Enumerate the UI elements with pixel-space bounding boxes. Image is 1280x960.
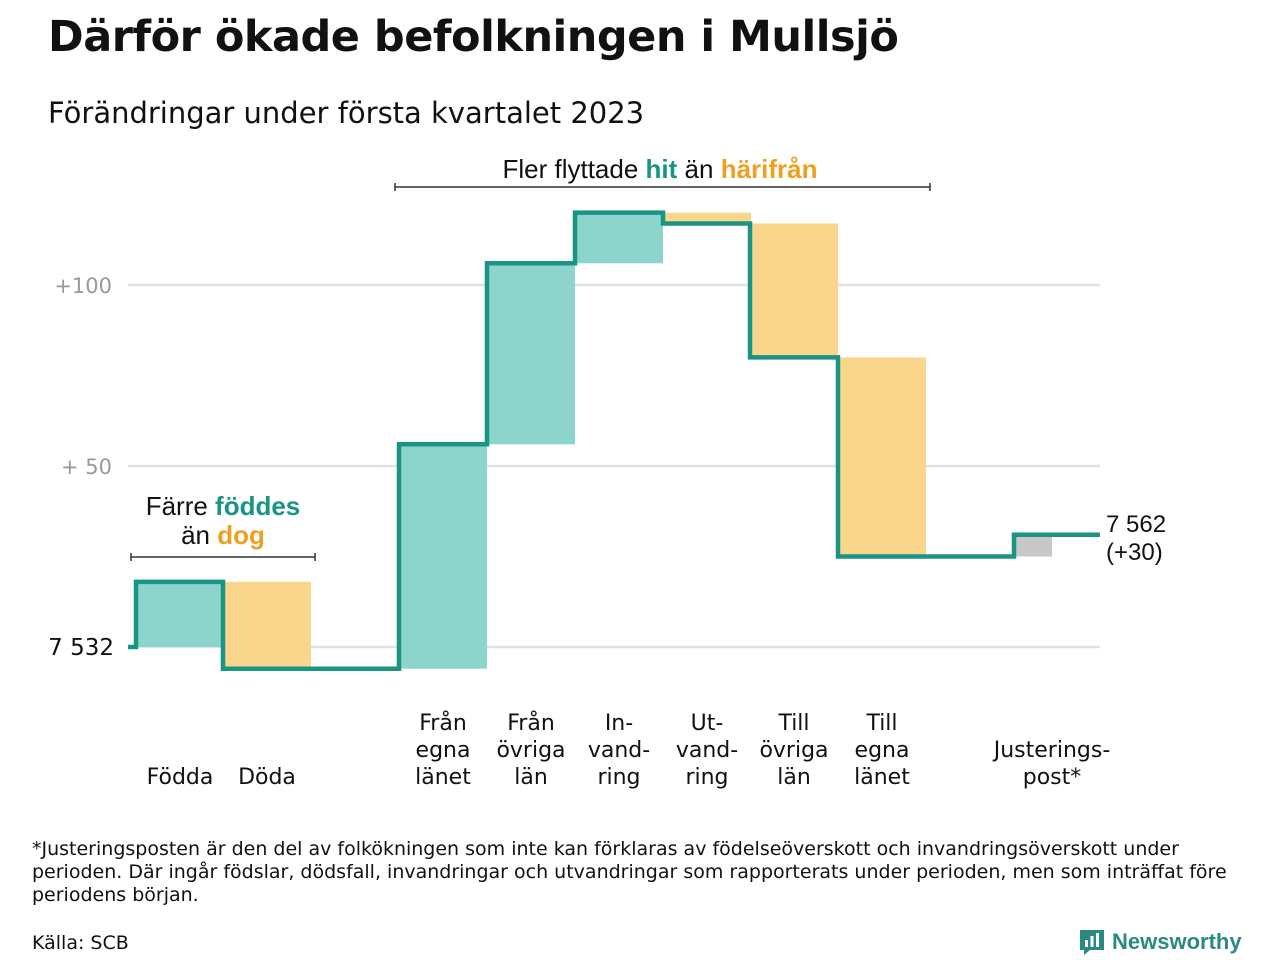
waterfall-bar	[223, 581, 311, 669]
category-label: Till	[865, 711, 897, 736]
waterfall-bar	[575, 212, 663, 264]
category-label: post*	[1023, 765, 1082, 790]
waterfall-bar	[136, 581, 224, 647]
end-value-label: 7 562	[1106, 511, 1166, 538]
category-label: Till	[777, 711, 809, 736]
annotation-births-line1: Färre föddes	[146, 491, 301, 521]
source: Källa: SCB	[32, 932, 129, 954]
category-label: ring	[685, 765, 728, 790]
waterfall-bar	[399, 444, 487, 669]
category-label: Från	[507, 710, 555, 736]
footnote: *Justeringsposten är den del av folkökni…	[32, 838, 1227, 906]
category-label: län	[777, 765, 811, 790]
waterfall-bar	[663, 212, 751, 224]
y-tick-label: +100	[54, 274, 112, 298]
category-label: övriga	[496, 738, 565, 763]
category-label: ring	[597, 765, 640, 790]
waterfall-bar	[1014, 534, 1052, 557]
category-label: egna	[855, 738, 910, 763]
category-label: Ut-	[691, 711, 724, 736]
annotation-births-line2: än dog	[181, 520, 265, 550]
category-label: In-	[605, 711, 633, 736]
y-tick-label: + 50	[61, 455, 112, 479]
bar-chart-speech-icon	[1080, 930, 1104, 955]
category-label: Döda	[238, 765, 296, 790]
category-label: övriga	[759, 738, 828, 763]
waterfall-bar	[487, 263, 575, 445]
brand-logo: Newsworthy	[1078, 928, 1242, 956]
waterfall-bar	[750, 223, 838, 358]
category-label: länet	[854, 765, 910, 790]
chart-subtitle: Förändringar under första kvartalet 2023	[48, 96, 645, 130]
category-label: län	[514, 765, 548, 790]
category-label: Födda	[147, 765, 214, 790]
category-label: Justerings-	[992, 738, 1111, 763]
category-label: länet	[415, 765, 471, 790]
waterfall-bar	[838, 357, 926, 557]
category-label: vand-	[676, 738, 738, 763]
annotation-migration: Fler flyttade hit än härifrån	[502, 154, 817, 184]
cumulative-step-line	[128, 210, 1100, 671]
brand-name: Newsworthy	[1112, 929, 1242, 954]
end-value-label: (+30)	[1106, 539, 1163, 566]
chart-title: Därför ökade befolkningen i Mullsjö	[48, 12, 899, 62]
category-label: vand-	[588, 738, 650, 763]
start-value-label: 7 532	[48, 635, 114, 661]
category-label: Från	[419, 710, 467, 736]
category-label: egna	[416, 738, 471, 763]
